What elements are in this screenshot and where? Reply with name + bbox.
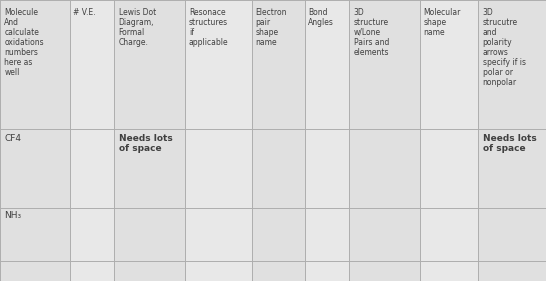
Bar	[420, 129, 478, 208]
Bar	[252, 129, 305, 208]
Text: Resonace
structures
if
applicable: Resonace structures if applicable	[189, 8, 229, 47]
Bar	[252, 208, 305, 261]
Text: Bond
Angles: Bond Angles	[308, 8, 334, 27]
Bar	[70, 208, 115, 261]
Bar	[349, 0, 420, 129]
Bar	[252, 261, 305, 281]
Bar	[349, 208, 420, 261]
Text: Molecular
shape
name: Molecular shape name	[423, 8, 461, 37]
Bar	[305, 208, 349, 261]
Text: Needs lots
of space: Needs lots of space	[118, 134, 173, 153]
Bar	[305, 261, 349, 281]
Text: Needs lots
of space: Needs lots of space	[483, 134, 536, 153]
Bar	[420, 261, 478, 281]
Bar	[115, 129, 185, 208]
Bar	[420, 0, 478, 129]
Bar	[0, 261, 70, 281]
Bar	[115, 0, 185, 129]
Bar	[420, 208, 478, 261]
Bar	[478, 0, 546, 129]
Bar	[305, 0, 349, 129]
Text: 3D
strucutre
and
polarity
arrows
specify if is
polar or
nonpolar: 3D strucutre and polarity arrows specify…	[483, 8, 526, 87]
Bar	[0, 0, 70, 129]
Bar	[478, 208, 546, 261]
Bar	[70, 0, 115, 129]
Text: CF4: CF4	[4, 134, 21, 143]
Text: # V.E.: # V.E.	[73, 8, 96, 17]
Text: NH₃: NH₃	[4, 211, 21, 220]
Bar	[349, 261, 420, 281]
Bar	[70, 261, 115, 281]
Bar	[478, 261, 546, 281]
Bar	[305, 129, 349, 208]
Bar	[185, 208, 252, 261]
Bar	[115, 261, 185, 281]
Bar	[0, 129, 70, 208]
Text: Molecule
And
calculate
oxidations
numbers
here as
well: Molecule And calculate oxidations number…	[4, 8, 44, 77]
Bar	[70, 129, 115, 208]
Bar	[185, 261, 252, 281]
Bar	[185, 129, 252, 208]
Text: 3D
structure
w/Lone
Pairs and
elements: 3D structure w/Lone Pairs and elements	[354, 8, 389, 57]
Text: Lewis Dot
Diagram,
Formal
Charge.: Lewis Dot Diagram, Formal Charge.	[118, 8, 156, 47]
Text: Electron
pair
shape
name: Electron pair shape name	[256, 8, 287, 47]
Bar	[478, 129, 546, 208]
Bar	[349, 129, 420, 208]
Bar	[252, 0, 305, 129]
Bar	[185, 0, 252, 129]
Bar	[115, 208, 185, 261]
Bar	[0, 208, 70, 261]
